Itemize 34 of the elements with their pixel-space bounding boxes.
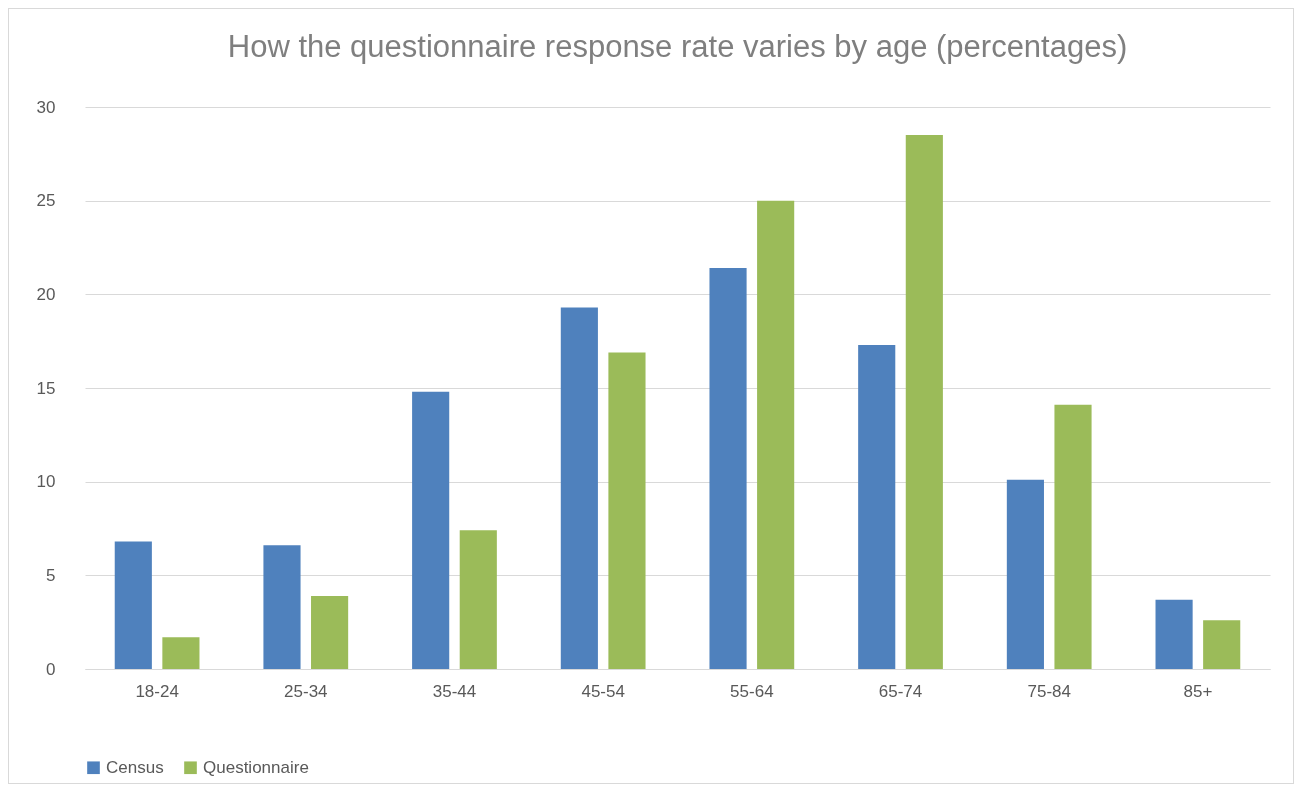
x-tick-label: 75-84 [1027, 681, 1071, 701]
bar [1054, 404, 1092, 669]
bar [1203, 620, 1241, 669]
y-tick-label: 15 [36, 378, 56, 398]
x-tick-label: 25-34 [284, 681, 328, 701]
bar [459, 530, 497, 669]
bar [608, 352, 646, 669]
bar [412, 391, 450, 669]
y-tick-label: 30 [36, 97, 56, 117]
x-tick-label: 35-44 [432, 681, 477, 701]
legend-label: Census [106, 757, 164, 777]
bar [114, 541, 152, 669]
bar [162, 637, 200, 669]
x-tick-label: 18-24 [135, 681, 179, 701]
x-tick-label: 55-64 [730, 681, 774, 701]
bar [311, 595, 349, 669]
bar [905, 135, 943, 669]
x-tick-label: 45-54 [581, 681, 625, 701]
bar [757, 200, 795, 669]
legend-label: Questionnaire [203, 757, 309, 777]
chart-title: How the questionnaire response rate varies by age (percentages) [227, 29, 1128, 64]
y-tick-label: 25 [36, 191, 56, 211]
bar [709, 268, 747, 669]
bar [1155, 599, 1193, 669]
bar [858, 344, 896, 669]
bar [1006, 479, 1044, 669]
y-tick-label: 5 [46, 565, 56, 585]
y-tick-label: 0 [46, 659, 56, 679]
bar [263, 545, 301, 669]
bar [560, 307, 598, 669]
x-tick-label: 85+ [1183, 681, 1213, 701]
x-tick-label: 65-74 [878, 681, 923, 701]
y-tick-label: 20 [36, 284, 56, 304]
y-tick-label: 10 [36, 472, 56, 492]
